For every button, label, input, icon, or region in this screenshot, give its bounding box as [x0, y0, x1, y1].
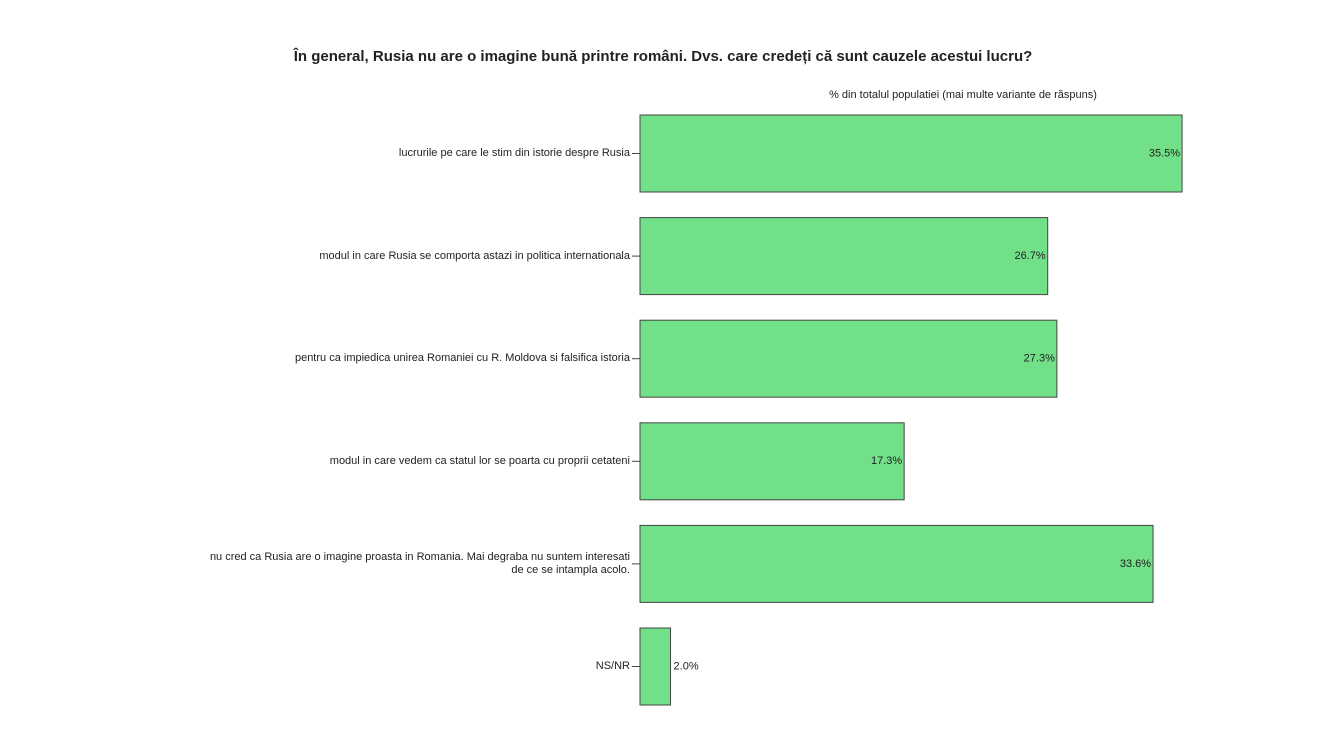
- value-label: 26.7%: [1015, 250, 1046, 262]
- bar: [639, 217, 1049, 296]
- chart-title: În general, Rusia nu are o imagine bună …: [293, 47, 1033, 65]
- category-label: lucrurile pe care le stim din istorie de…: [398, 147, 630, 159]
- category-label: nu cred ca Rusia are o imagine proasta i…: [209, 550, 630, 576]
- bar: [639, 524, 1154, 603]
- value-label: 2.0%: [674, 660, 699, 672]
- bar: [639, 114, 1183, 193]
- bar: [639, 319, 1058, 398]
- category-label: modul in care Rusia se comporta astazi i…: [319, 249, 630, 262]
- value-label: 33.6%: [1120, 558, 1151, 570]
- bar: [639, 627, 672, 706]
- value-label: 17.3%: [871, 455, 902, 467]
- category-label: modul in care vedem ca statul lor se poa…: [329, 454, 630, 467]
- category-label: NS/NR: [595, 660, 630, 672]
- bar: [639, 422, 905, 501]
- chart-subtitle: % din totalul populatiei (mai multe vari…: [829, 89, 1097, 101]
- category-label: pentru ca impiedica unirea Romaniei cu R…: [294, 352, 630, 365]
- value-label: 35.5%: [1149, 147, 1180, 159]
- value-label: 27.3%: [1024, 353, 1055, 365]
